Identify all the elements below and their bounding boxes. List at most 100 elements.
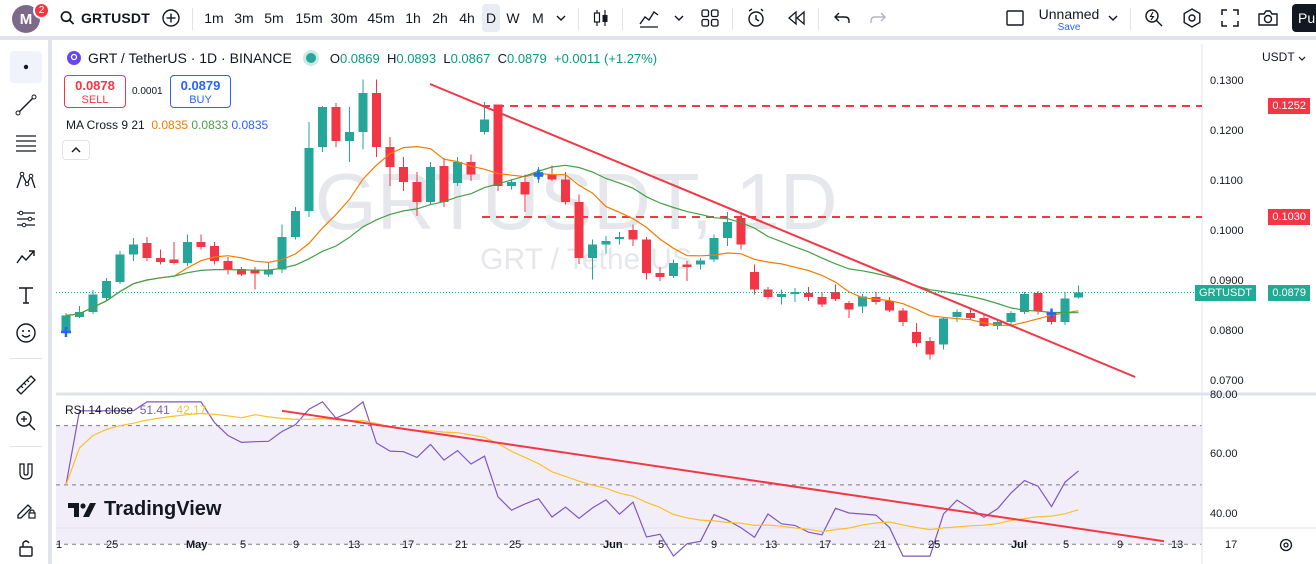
low-value: 0.0867	[450, 50, 491, 66]
buy-button[interactable]: 0.0879 BUY	[170, 75, 231, 108]
timeframe-dropdown[interactable]	[552, 0, 570, 36]
quick-search-button[interactable]	[1142, 0, 1166, 36]
text-icon	[19, 287, 33, 304]
crosshair-tool[interactable]	[10, 51, 42, 83]
candle-body	[804, 293, 813, 297]
time-tick-label: 13	[348, 539, 361, 551]
fullscreen-icon	[1221, 9, 1239, 27]
snapshot-button[interactable]	[1256, 0, 1280, 36]
timeframe-4h[interactable]: 4h	[459, 10, 475, 26]
candle-body	[669, 263, 678, 276]
timeframe-5m[interactable]: 5m	[264, 10, 284, 26]
layout-toggle-button[interactable]	[1002, 0, 1028, 36]
candle-body	[115, 254, 125, 282]
magnify-flash-icon	[1145, 9, 1163, 27]
timeframe-15m[interactable]: 15m	[295, 10, 323, 26]
candle-body	[453, 162, 462, 183]
candle-body	[196, 242, 206, 247]
tradingview-logo[interactable]: TradingView	[68, 498, 221, 521]
price-tick-label: 0.0700	[1210, 375, 1244, 387]
candle-body	[291, 211, 300, 237]
timeframe-W[interactable]: W	[506, 10, 520, 26]
symbol-search-button[interactable]: GRTUSDT	[60, 0, 150, 36]
toolbar-divider	[10, 358, 42, 359]
lock-icon	[19, 540, 33, 557]
redo-button[interactable]	[866, 0, 890, 36]
grt-coin-icon	[67, 51, 81, 65]
candle-body	[844, 303, 854, 310]
toolbar-divider	[192, 8, 193, 30]
alert-button[interactable]	[744, 0, 768, 36]
candle-body	[912, 332, 921, 343]
forecast-tool[interactable]	[10, 203, 42, 235]
rsi-ma-line	[65, 412, 1079, 533]
timeframe-D[interactable]: D	[482, 4, 500, 32]
compare-symbol-button[interactable]	[158, 0, 184, 36]
magnet-tool[interactable]	[10, 456, 42, 488]
candle-body	[1020, 294, 1029, 312]
ma-cross-title: MA Cross 9 21	[66, 118, 145, 132]
timeframe-45m[interactable]: 45m	[367, 10, 395, 26]
toolbar-divider	[732, 8, 733, 30]
time-tick-label: 21	[874, 539, 887, 551]
candle-body	[777, 294, 786, 297]
time-tick-label: 9	[293, 539, 300, 551]
trend-line-tool[interactable]	[10, 89, 42, 121]
timeframe-2h[interactable]: 2h	[432, 10, 448, 26]
rsi-legend[interactable]: RSI 14 close 51.41 42.17	[65, 403, 206, 417]
ma-cross-value: 0.0835	[231, 118, 269, 132]
price-chart[interactable]: GRTUSDT, 1D GRT / TetherUS	[56, 44, 1316, 564]
text-tool[interactable]	[10, 279, 42, 311]
tradingview-brand: TradingView	[104, 498, 222, 520]
high-label: H	[386, 50, 397, 66]
axis-settings-button[interactable]	[1278, 537, 1294, 556]
currency-selector[interactable]: USDT	[1262, 50, 1306, 64]
timeframe-30m[interactable]: 30m	[330, 10, 358, 26]
fullscreen-button[interactable]	[1218, 0, 1242, 36]
undo-button[interactable]	[830, 0, 854, 36]
collapse-legend-button[interactable]	[62, 140, 90, 160]
chart-area[interactable]: GRTUSDT, 1D GRT / TetherUS GRT / TetherU…	[56, 44, 1316, 564]
timeframe-3m[interactable]: 3m	[234, 10, 254, 26]
time-tick-label: 9	[1117, 539, 1124, 551]
candle-body	[1060, 298, 1070, 322]
pattern-tool[interactable]	[10, 165, 42, 197]
candle-body	[345, 132, 354, 141]
sell-button[interactable]: 0.0878 SELL	[64, 75, 126, 108]
zoom-in-icon	[16, 411, 36, 431]
fib-tool[interactable]	[10, 127, 42, 159]
lock-tool[interactable]	[10, 532, 42, 564]
settings-button[interactable]	[1180, 0, 1204, 36]
time-tick-label: 25	[928, 539, 941, 551]
replay-button[interactable]	[784, 0, 808, 36]
rsi-trendline[interactable]	[281, 409, 1165, 543]
templates-button[interactable]	[698, 0, 722, 36]
timeframe-1h[interactable]: 1h	[405, 10, 421, 26]
measure-tool[interactable]	[10, 369, 42, 401]
time-tick-label: 17	[1225, 539, 1238, 551]
candle-body	[1033, 293, 1043, 311]
candle-body	[1074, 292, 1083, 298]
zoom-tool[interactable]	[10, 405, 42, 437]
layout-name-button[interactable]: Unnamed Save	[1038, 6, 1100, 34]
ohlc-values: O0.0869 H0.0893 L0.0867 C0.0879 +0.0011 …	[330, 51, 657, 66]
indicators-button[interactable]	[636, 0, 662, 36]
indicators-dropdown[interactable]	[670, 0, 688, 36]
buy-label: BUY	[189, 94, 212, 106]
candle-body	[561, 179, 570, 202]
layout-dropdown[interactable]	[1104, 0, 1122, 36]
price-trendline[interactable]	[429, 83, 1136, 378]
emoji-tool[interactable]	[10, 317, 42, 349]
pattern-icon	[16, 171, 36, 189]
candle-body	[102, 281, 111, 298]
brush-tool[interactable]	[10, 241, 42, 273]
timeframe-M[interactable]: M	[532, 10, 544, 26]
camera-icon	[1258, 10, 1278, 26]
timeframe-1m[interactable]: 1m	[204, 10, 224, 26]
publish-button[interactable]: Pu	[1292, 4, 1316, 32]
plus-circle-icon	[162, 9, 180, 27]
chart-type-button[interactable]	[590, 0, 612, 36]
drawing-mode-tool[interactable]	[10, 494, 42, 526]
symbol-legend-title[interactable]: GRT / TetherUS · 1D · BINANCE	[88, 50, 292, 66]
ma-cross-legend[interactable]: MA Cross 9 21 0.0835 0.0833 0.0835	[66, 118, 268, 132]
